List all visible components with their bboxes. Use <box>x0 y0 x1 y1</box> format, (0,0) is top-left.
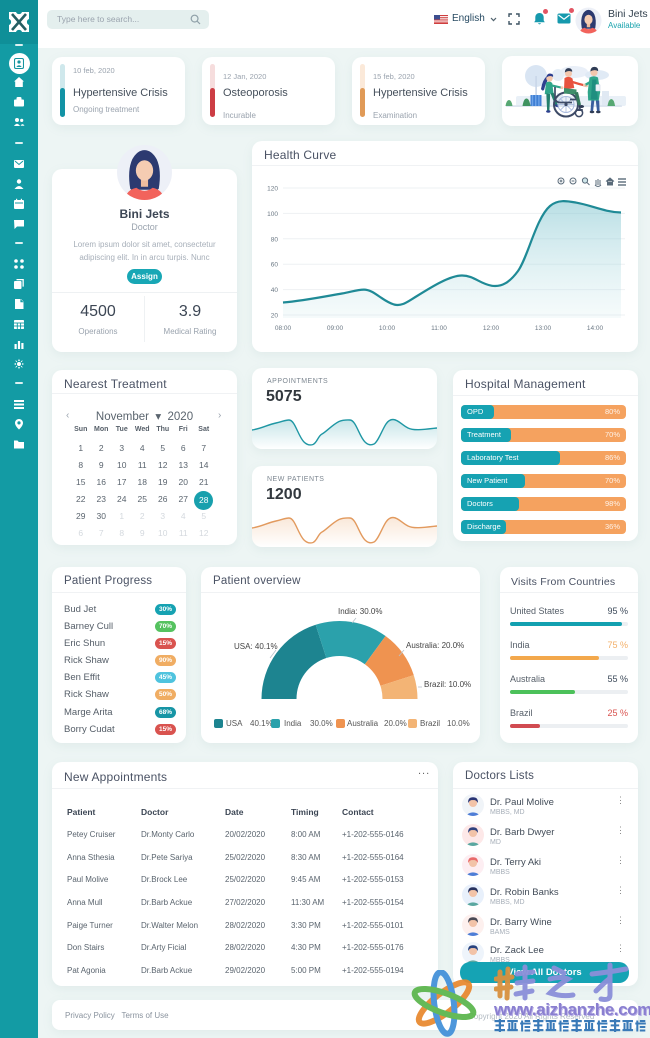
svg-text:10:00: 10:00 <box>379 325 396 332</box>
svg-text:13:00: 13:00 <box>535 325 552 332</box>
svg-text:12:00: 12:00 <box>483 325 500 332</box>
svg-text:20: 20 <box>271 313 279 320</box>
svg-text:120: 120 <box>267 186 278 193</box>
svg-text:14:00: 14:00 <box>587 325 604 332</box>
svg-text:11:00: 11:00 <box>431 325 447 332</box>
svg-text:80: 80 <box>271 236 279 243</box>
svg-text:08:00: 08:00 <box>275 325 292 332</box>
svg-text:100: 100 <box>267 211 278 218</box>
svg-text:09:00: 09:00 <box>327 325 344 332</box>
svg-text:40: 40 <box>271 287 279 294</box>
svg-text:60: 60 <box>271 262 279 269</box>
